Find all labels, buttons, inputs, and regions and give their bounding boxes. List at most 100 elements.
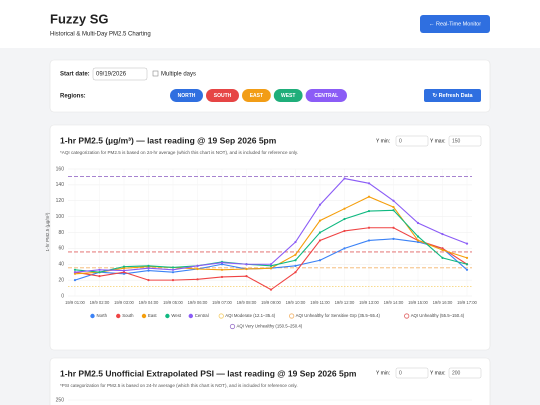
point xyxy=(245,267,248,271)
point xyxy=(318,259,322,262)
x-tick-label: 19/9 09:00 xyxy=(261,300,281,305)
point xyxy=(367,226,371,229)
x-tick-label: 19/9 17:00 xyxy=(457,300,477,305)
legend-label: AQI Very Unhealthy (150.5–250.4) xyxy=(237,324,303,329)
point xyxy=(416,239,420,242)
point xyxy=(122,267,126,270)
psi-ymax-value[interactable]: 200 xyxy=(452,370,461,376)
x-tick-label: 19/9 11:00 xyxy=(310,300,330,305)
point xyxy=(220,275,224,279)
point xyxy=(343,177,346,180)
x-tick-label: 19/9 13:00 xyxy=(359,300,379,305)
point xyxy=(441,232,444,236)
x-tick-label: 19/9 07:00 xyxy=(212,300,232,305)
legend-swatch xyxy=(116,313,121,319)
legend-label: Central xyxy=(195,313,209,318)
ymin-input[interactable] xyxy=(395,135,429,147)
point xyxy=(73,271,77,274)
chart-note: *AQI categorization for PM2.5 is based o… xyxy=(60,150,298,155)
point xyxy=(294,259,297,262)
controls-card xyxy=(49,59,491,113)
multiple-days-checkbox[interactable] xyxy=(152,70,159,77)
legend-label: East xyxy=(148,313,157,318)
x-tick-label: 19/9 03:00 xyxy=(114,300,134,305)
point xyxy=(294,253,297,256)
point xyxy=(73,272,77,275)
psi-ymax-input[interactable] xyxy=(448,367,482,379)
psi-ymin-value[interactable]: 0 xyxy=(399,370,402,376)
point xyxy=(147,264,150,267)
psi-ymin-label: Y min: xyxy=(376,370,390,376)
region-label[interactable]: SOUTH xyxy=(214,93,232,99)
region-label[interactable]: CENTRAL xyxy=(314,93,338,99)
point xyxy=(392,206,395,209)
point xyxy=(441,256,444,259)
point xyxy=(196,278,199,281)
refresh-label[interactable]: ↻ Refresh Data xyxy=(432,92,473,99)
point xyxy=(122,271,126,274)
region-label[interactable]: WEST xyxy=(281,93,295,99)
ymin-value[interactable]: 0 xyxy=(399,138,402,144)
legend-label: AQI Unhealthy for Sensitive Grp (35.5–55… xyxy=(296,313,381,318)
ymax-value[interactable]: 150 xyxy=(452,138,461,144)
point xyxy=(196,264,199,267)
region-button[interactable] xyxy=(242,89,271,102)
legend-label: North xyxy=(97,313,108,318)
region-button[interactable] xyxy=(170,89,203,102)
refresh-button[interactable] xyxy=(424,89,481,102)
psi-note: *PSI categorization for PM2.5 is based o… xyxy=(60,383,298,388)
point xyxy=(416,221,420,225)
point xyxy=(269,288,273,291)
point xyxy=(245,275,248,278)
point xyxy=(196,267,199,271)
y-tick-label: 40 xyxy=(58,262,64,268)
date-value[interactable]: 09/19/2026 xyxy=(96,72,127,78)
region-button[interactable] xyxy=(206,89,239,102)
point xyxy=(171,268,175,271)
legend-label: South xyxy=(122,313,134,318)
region-button[interactable] xyxy=(305,89,347,102)
y-axis-label: 1-hr PM2.5 (µg/m³) xyxy=(45,212,50,251)
legend-swatch xyxy=(188,313,193,319)
y-tick-label: 100 xyxy=(56,214,65,220)
point xyxy=(147,269,150,272)
region-button[interactable] xyxy=(273,89,303,102)
point xyxy=(465,242,469,245)
point xyxy=(98,275,101,278)
ymax-input[interactable] xyxy=(448,135,482,147)
point xyxy=(122,272,126,275)
point xyxy=(343,217,346,221)
y-tick-label: 80 xyxy=(58,230,64,236)
legend-swatch xyxy=(165,313,170,319)
point xyxy=(392,237,395,240)
monitor-button-label[interactable]: ← Real-Time Monitor xyxy=(429,21,481,27)
region-label[interactable]: EAST xyxy=(250,93,263,99)
chart-card xyxy=(49,124,491,351)
legend-swatch xyxy=(229,323,236,330)
x-tick-label: 19/9 04:00 xyxy=(139,300,159,305)
y-tick-label: 140 xyxy=(56,182,65,188)
point xyxy=(171,271,175,274)
date-input[interactable] xyxy=(92,67,148,81)
region-label[interactable]: NORTH xyxy=(178,93,196,99)
monitor-button[interactable] xyxy=(420,15,490,33)
psi-ymax-label: Y max: xyxy=(430,370,445,376)
point xyxy=(147,267,150,270)
point xyxy=(269,263,273,266)
multiple-days-label[interactable]: Multiple days xyxy=(161,72,196,78)
x-tick-label: 19/9 01:00 xyxy=(65,300,85,305)
point xyxy=(465,263,469,266)
y-tick-label: 160 xyxy=(56,166,65,172)
app-subtitle: Historical & Multi-Day PM2.5 Charting xyxy=(50,32,151,38)
legend-swatch xyxy=(289,313,295,319)
legend-swatch xyxy=(90,313,95,319)
point xyxy=(318,231,322,234)
point xyxy=(367,182,371,185)
point xyxy=(367,209,371,213)
x-tick-label: 19/9 15:00 xyxy=(408,300,428,305)
ymin-label: Y min: xyxy=(376,138,390,144)
point xyxy=(367,195,371,198)
psi-ymin-input[interactable] xyxy=(395,367,429,379)
